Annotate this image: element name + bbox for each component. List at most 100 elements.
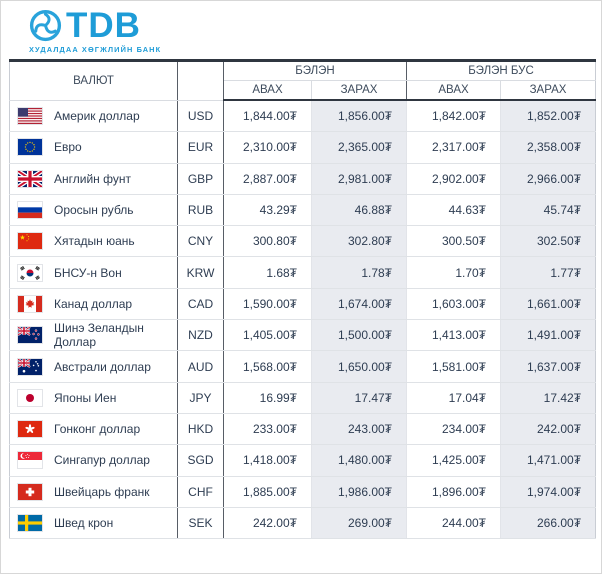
cash-buy-rate: 242.00₮ <box>223 507 312 540</box>
currency-name: Америк доллар <box>54 108 140 123</box>
noncash-sell-rate: 17.42₮ <box>500 382 596 414</box>
noncash-buy-rate: 2,317.00₮ <box>406 131 501 164</box>
group-header-cash: БЭЛЭН <box>223 60 407 81</box>
noncash-buy-rate: 17.04₮ <box>406 382 501 414</box>
cash-sell-rate: 1,650.00₮ <box>310 350 407 383</box>
jp-flag-icon <box>17 388 43 407</box>
currency-code: SEK <box>177 507 224 540</box>
table-row: Швейцарь франк CHF 1,885.00₮ 1,986.00₮ 1… <box>9 476 596 508</box>
table-row: Евро EUR 2,310.00₮ 2,365.00₮ 2,317.00₮ 2… <box>9 131 596 164</box>
noncash-sell-rate: 1.77₮ <box>500 256 596 289</box>
rates-table-body: Америк доллар USD 1,844.00₮ 1,856.00₮ 1,… <box>9 100 596 540</box>
table-row: Америк доллар USD 1,844.00₮ 1,856.00₮ 1,… <box>9 100 596 133</box>
noncash-buy-rate: 1,842.00₮ <box>406 100 501 133</box>
currency-code: JPY <box>177 382 224 414</box>
group-header-noncash: БЭЛЭН БУС <box>406 60 596 81</box>
currency-code: RUB <box>177 194 224 227</box>
cn-flag-icon <box>17 232 43 251</box>
table-row: Оросын рубль RUB 43.29₮ 46.88₮ 44.63₮ 45… <box>9 194 596 227</box>
ch-flag-icon <box>17 482 43 501</box>
cash-sell-rate: 2,981.00₮ <box>310 163 407 195</box>
ru-flag-icon <box>17 201 43 220</box>
currency-name: Швед крон <box>54 516 114 530</box>
noncash-sell-rate: 302.50₮ <box>500 225 596 258</box>
noncash-sell-rate: 1,637.00₮ <box>500 350 596 383</box>
noncash-buy-rate: 1,896.00₮ <box>406 476 501 508</box>
cash-sell-rate: 1.78₮ <box>310 256 407 289</box>
noncash-buy-rate: 2,902.00₮ <box>406 163 501 195</box>
noncash-sell-rate: 1,974.00₮ <box>500 476 596 508</box>
currency-code: KRW <box>177 256 224 289</box>
currency-name: Оросын рубль <box>54 203 134 218</box>
currency-name: Шинэ Зеландын Доллар <box>54 321 144 350</box>
currency-code: CAD <box>177 288 224 321</box>
currency-name: БНСУ-н Вон <box>54 265 122 280</box>
cash-buy-rate: 1,590.00₮ <box>223 288 312 321</box>
sg-flag-icon <box>17 451 43 470</box>
noncash-buy-rate: 234.00₮ <box>406 413 501 446</box>
table-row: БНСУ-н Вон KRW 1.68₮ 1.78₮ 1.70₮ 1.77₮ <box>9 256 596 289</box>
cash-buy-rate: 43.29₮ <box>223 194 312 227</box>
currency-code: GBP <box>177 163 224 195</box>
us-flag-icon <box>17 106 43 125</box>
noncash-sell-rate: 1,471.00₮ <box>500 444 596 477</box>
noncash-sell-rate: 1,852.00₮ <box>500 100 596 133</box>
cash-buy-rate: 2,887.00₮ <box>223 163 312 195</box>
nz-flag-icon <box>17 326 43 345</box>
cash-buy-rate: 1,844.00₮ <box>223 100 312 133</box>
cash-sell-rate: 46.88₮ <box>310 194 407 227</box>
noncash-buy-rate: 1.70₮ <box>406 256 501 289</box>
noncash-sell-rate: 1,661.00₮ <box>500 288 596 321</box>
currency-code: HKD <box>177 413 224 446</box>
exchange-rate-table: ВАЛЮТ БЭЛЭН БЭЛЭН БУС АВАХ ЗАРАХ АВАХ ЗА… <box>9 59 597 540</box>
noncash-sell-rate: 2,966.00₮ <box>500 163 596 195</box>
noncash-sell-rate: 1,491.00₮ <box>500 319 596 352</box>
currency-name: Хятадын юань <box>54 234 135 249</box>
noncash-buy-rate: 1,581.00₮ <box>406 350 501 383</box>
hk-flag-icon <box>17 420 43 439</box>
cash-sell-rate: 2,365.00₮ <box>310 131 407 164</box>
currency-name: Японы Иен <box>54 390 117 405</box>
noncash-sell-rate: 2,358.00₮ <box>500 131 596 164</box>
currency-code: NZD <box>177 319 224 352</box>
noncash-sell-rate: 45.74₮ <box>500 194 596 227</box>
tdb-swirl-icon <box>29 9 62 42</box>
cash-sell-rate: 1,480.00₮ <box>310 444 407 477</box>
logo-text: TDB <box>66 6 141 45</box>
table-row: Швед крон SEK 242.00₮ 269.00₮ 244.00₮ 26… <box>9 507 596 540</box>
se-flag-icon <box>17 514 43 532</box>
noncash-buy-rate: 44.63₮ <box>406 194 501 227</box>
cash-buy-rate: 233.00₮ <box>223 413 312 446</box>
col-header-currency: ВАЛЮТ <box>9 60 178 101</box>
table-row: Английн фунт GBP 2,887.00₮ 2,981.00₮ 2,9… <box>9 163 596 195</box>
kr-flag-icon <box>17 263 43 282</box>
noncash-buy-rate: 1,603.00₮ <box>406 288 501 321</box>
table-row: Канад доллар CAD 1,590.00₮ 1,674.00₮ 1,6… <box>9 288 596 321</box>
table-row: Гонконг доллар HKD 233.00₮ 243.00₮ 234.0… <box>9 413 596 446</box>
noncash-buy-rate: 244.00₮ <box>406 507 501 540</box>
cash-sell-rate: 1,856.00₮ <box>310 100 407 133</box>
currency-name: Австрали доллар <box>54 359 151 374</box>
col-header-cash-buy: АВАХ <box>223 80 312 101</box>
currency-code: EUR <box>177 131 224 164</box>
cash-buy-rate: 2,310.00₮ <box>223 131 312 164</box>
cash-sell-rate: 243.00₮ <box>310 413 407 446</box>
cash-buy-rate: 1,568.00₮ <box>223 350 312 383</box>
currency-code: USD <box>177 100 224 133</box>
gb-flag-icon <box>17 169 43 188</box>
table-row: Хятадын юань CNY 300.80₮ 302.80₮ 300.50₮… <box>9 225 596 258</box>
logo-tagline: ХУДАЛДАА ХӨГЖЛИЙН БАНК <box>29 45 162 54</box>
eu-flag-icon <box>17 138 43 157</box>
cash-sell-rate: 1,986.00₮ <box>310 476 407 508</box>
noncash-sell-rate: 242.00₮ <box>500 413 596 446</box>
tdb-logo[interactable]: TDB ХУДАЛДАА ХӨГЖЛИЙН БАНК <box>29 8 161 54</box>
noncash-buy-rate: 1,425.00₮ <box>406 444 501 477</box>
cash-buy-rate: 1,885.00₮ <box>223 476 312 508</box>
table-row: Шинэ Зеландын Доллар NZD 1,405.00₮ 1,500… <box>9 319 596 352</box>
currency-code: SGD <box>177 444 224 477</box>
col-header-noncash-buy: АВАХ <box>406 80 501 101</box>
cash-sell-rate: 17.47₮ <box>310 382 407 414</box>
noncash-sell-rate: 266.00₮ <box>500 507 596 540</box>
currency-name: Гонконг доллар <box>54 422 141 437</box>
